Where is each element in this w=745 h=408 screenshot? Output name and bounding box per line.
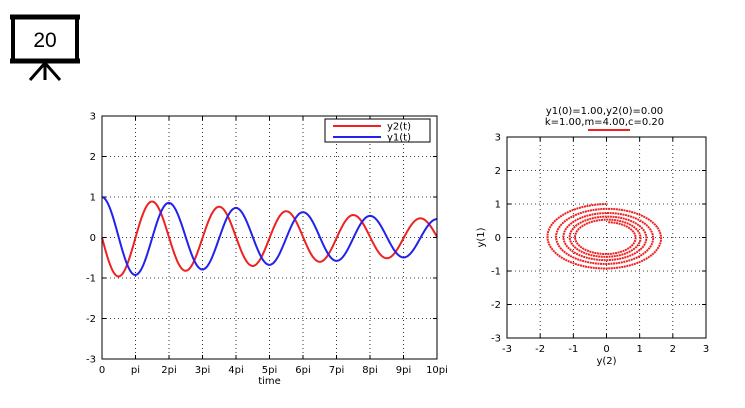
x-tick-label: pi bbox=[131, 365, 140, 376]
x-tick-label: 3pi bbox=[195, 365, 211, 376]
x-axis-label: time bbox=[258, 376, 281, 387]
y-tick-label: 3 bbox=[90, 112, 96, 123]
y-tick-label: 3 bbox=[495, 133, 501, 144]
y-tick-label: 2 bbox=[495, 166, 501, 177]
y-tick-label: -1 bbox=[491, 267, 501, 278]
y-tick-label: -3 bbox=[491, 334, 501, 345]
y-tick-label: 0 bbox=[90, 233, 96, 244]
x-tick-label: 9pi bbox=[396, 365, 412, 376]
chart-title-line: y1(0)=1.00,y2(0)=0.00 bbox=[546, 106, 663, 117]
plot-frame bbox=[101, 115, 438, 360]
x-tick-label: 0 bbox=[99, 365, 105, 376]
series-line-y2t bbox=[101, 200, 438, 278]
x-tick-label: 8pi bbox=[362, 365, 378, 376]
series-line-y1t bbox=[101, 196, 438, 276]
y-tick-label: 2 bbox=[90, 152, 96, 163]
y-tick-label: 1 bbox=[495, 200, 501, 211]
x-tick-label: 1 bbox=[636, 344, 642, 355]
y-tick-label: 1 bbox=[90, 193, 96, 204]
chart-title-line: k=1.00,m=4.00,c=0.20 bbox=[545, 117, 664, 128]
x-tick-label: 10pi bbox=[426, 365, 448, 376]
x-tick-label: 4pi bbox=[228, 365, 244, 376]
y-tick-label: 0 bbox=[495, 233, 501, 244]
y-axis-label: y(1) bbox=[476, 227, 487, 247]
slide-number: 20 bbox=[33, 29, 57, 52]
y-tick-label: -1 bbox=[86, 274, 96, 285]
x-axis-label: y(2) bbox=[596, 356, 616, 367]
x-tick-label: -2 bbox=[535, 344, 545, 355]
x-tick-label: 2 bbox=[670, 344, 676, 355]
x-tick-label: 2pi bbox=[161, 365, 177, 376]
phase-spiral-line bbox=[546, 203, 663, 270]
x-tick-label: 5pi bbox=[262, 365, 278, 376]
plot-frame bbox=[506, 136, 707, 339]
x-tick-label: -1 bbox=[568, 344, 578, 355]
x-tick-label: 6pi bbox=[295, 365, 311, 376]
x-tick-label: 0 bbox=[603, 344, 609, 355]
y-tick-label: -2 bbox=[86, 314, 96, 325]
y-tick-label: -3 bbox=[86, 355, 96, 366]
legend-label: y1(t) bbox=[387, 133, 411, 144]
presentation-board-icon bbox=[10, 14, 80, 81]
legend: y2(t)y1(t) bbox=[324, 118, 431, 144]
x-tick-label: 3 bbox=[703, 344, 709, 355]
y-tick-label: -2 bbox=[491, 300, 501, 311]
legend-label: y2(t) bbox=[387, 122, 411, 133]
x-tick-label: 7pi bbox=[329, 365, 345, 376]
x-tick-label: -3 bbox=[502, 344, 512, 355]
